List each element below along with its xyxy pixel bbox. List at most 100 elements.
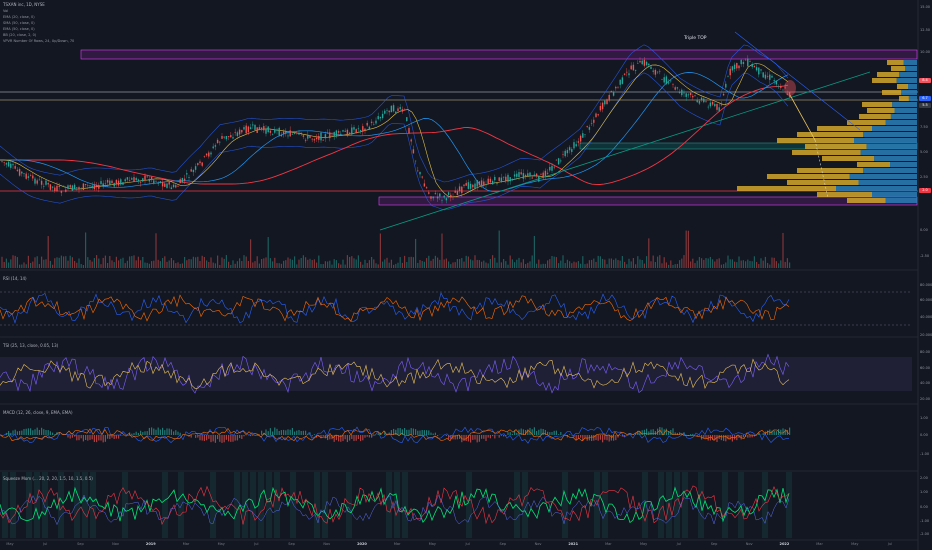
macd-histogram-bar xyxy=(615,435,617,441)
volume-profile-bar xyxy=(874,156,917,161)
volume-bar xyxy=(522,259,524,268)
squeeze-axis-label: -1.00 xyxy=(920,519,930,523)
candle-body xyxy=(540,174,542,175)
indicator-legend-1[interactable]: SMA (50, close, 0) xyxy=(3,21,35,25)
macd-histogram-bar xyxy=(448,435,450,440)
candle-body xyxy=(164,183,166,187)
indicator-legend-0[interactable]: EMA (20, close, 0) xyxy=(3,15,35,19)
volume-bar xyxy=(549,259,551,268)
macd-histogram-bar xyxy=(353,435,355,442)
candle-body xyxy=(150,176,153,180)
macd-pane-label[interactable]: MACD (12, 26, close, 9, EMA, EMA) xyxy=(3,410,73,415)
volume-bar xyxy=(652,255,654,268)
candle-body xyxy=(32,175,34,179)
candle-body xyxy=(417,170,419,172)
macd-histogram-bar xyxy=(679,432,681,435)
macd-histogram-bar xyxy=(272,431,274,435)
candle-body xyxy=(617,86,619,88)
candle-body xyxy=(410,139,412,142)
candle-body xyxy=(172,184,175,188)
candle-body xyxy=(445,198,448,201)
macd-histogram-bar xyxy=(34,429,36,435)
volume-bar xyxy=(613,259,615,268)
macd-histogram-bar xyxy=(511,433,513,435)
volume-bar xyxy=(76,262,78,268)
candle-body xyxy=(489,178,492,183)
candle-body xyxy=(749,61,751,62)
candle-body xyxy=(309,135,311,138)
candle-body xyxy=(98,185,100,189)
volume-bar xyxy=(509,255,511,268)
candle-body xyxy=(276,129,278,131)
indicator-legend-3[interactable]: BB (20, close, 2, 0) xyxy=(3,33,37,37)
macd-histogram-bar xyxy=(742,435,744,438)
volume-bar xyxy=(122,257,124,268)
bollinger-lower-line xyxy=(0,72,789,211)
rsi-axis-label: 80.0000 xyxy=(920,283,932,287)
macd-histogram-bar xyxy=(591,435,593,442)
volume-bar xyxy=(597,255,599,268)
candle-body xyxy=(38,179,41,181)
macd-histogram-bar xyxy=(456,435,458,440)
squeeze-pane-label[interactable]: Squeeze Mom (... 20, 2, 20, 1.5, 10, 1.5… xyxy=(3,476,93,481)
macd-histogram-bar xyxy=(137,432,139,435)
macd-histogram-bar xyxy=(208,435,210,439)
volume-bar xyxy=(487,263,489,268)
volume-legend[interactable]: Vol xyxy=(3,9,9,13)
symbol-title[interactable]: TSXAN inc, 1D, NYSE xyxy=(3,2,45,7)
volume-bar xyxy=(492,255,494,268)
macd-histogram-bar xyxy=(327,435,329,441)
candle-body xyxy=(384,110,386,114)
volume-bar xyxy=(155,233,157,268)
candle-body xyxy=(318,135,320,140)
volume-bar xyxy=(470,259,472,268)
macd-histogram-bar xyxy=(489,435,491,439)
volume-bar xyxy=(536,263,538,268)
volume-bar xyxy=(254,261,256,268)
squeeze-zone xyxy=(466,472,472,538)
macd-histogram-bar xyxy=(263,433,265,435)
macd-histogram-bar xyxy=(146,431,148,435)
volume-bar xyxy=(432,258,434,268)
volume-bar xyxy=(663,257,665,268)
macd-histogram-bar xyxy=(467,435,469,442)
volume-bar xyxy=(250,239,252,268)
volume-bar xyxy=(186,260,188,268)
volume-bar xyxy=(285,260,287,268)
candle-body xyxy=(256,127,258,133)
volume-bar xyxy=(443,259,445,268)
candle-body xyxy=(25,173,27,179)
rsi-pane-label[interactable]: RSI (14, 14) xyxy=(3,276,27,281)
macd-histogram-bar xyxy=(621,435,623,437)
squeeze-zone xyxy=(26,472,32,538)
volume-bar xyxy=(109,256,111,268)
candle-body xyxy=(505,176,507,181)
macd-histogram-bar xyxy=(454,435,456,440)
time-axis-label: Nov xyxy=(112,542,120,546)
indicator-legend-2[interactable]: EMA (50, close, 0) xyxy=(3,27,35,31)
volume-profile-bar xyxy=(817,126,872,131)
macd-histogram-bar xyxy=(54,434,56,435)
candle-body xyxy=(595,113,597,118)
macd-histogram-bar xyxy=(278,430,280,435)
candle-body xyxy=(221,136,223,139)
macd-histogram-bar xyxy=(492,435,494,437)
candle-body xyxy=(645,61,648,66)
volume-bar xyxy=(705,258,707,268)
volume-bar xyxy=(665,262,667,268)
candle-body xyxy=(340,133,342,135)
macd-histogram-bar xyxy=(716,435,718,442)
candle-body xyxy=(214,145,217,147)
triple-top-annotation[interactable]: Triple TOP xyxy=(684,36,707,41)
macd-histogram-bar xyxy=(698,435,700,436)
candle-body xyxy=(71,185,74,191)
volume-bar xyxy=(654,262,656,268)
indicator-legend-4[interactable]: VPVR Number Of Rows, 24, Up/Down, 70 xyxy=(3,39,75,43)
candle-body xyxy=(496,182,498,184)
volume-profile-bar xyxy=(777,138,854,143)
candle-body xyxy=(678,91,681,93)
volume-bar xyxy=(681,258,683,268)
tsi-pane-label[interactable]: TSI (25, 13, close, 0.05, 13) xyxy=(3,343,59,348)
volume-bar xyxy=(16,257,18,268)
